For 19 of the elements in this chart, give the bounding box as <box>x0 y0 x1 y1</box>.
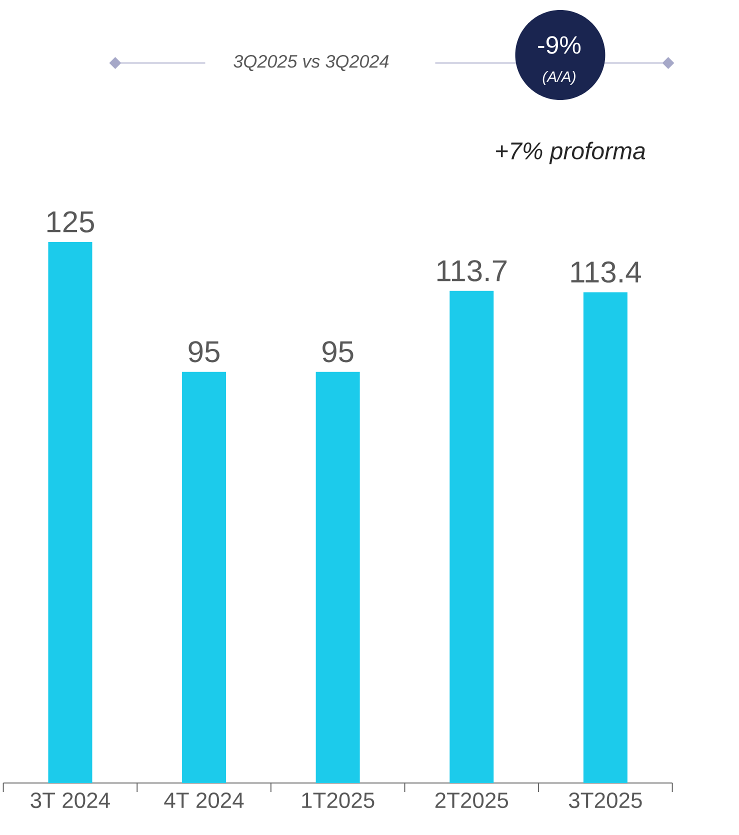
text: (A/A) <box>542 70 576 85</box>
x-tick-label: 2T2025 <box>435 792 508 808</box>
x-tick-label: 1T2025 <box>302 792 374 808</box>
data-label: 95 <box>188 341 220 362</box>
bar <box>316 372 360 783</box>
bar <box>450 290 494 783</box>
x-tick-label: 4T 2024 <box>164 792 244 808</box>
text: -9% <box>538 36 580 54</box>
data-label: 125 <box>47 211 94 232</box>
text: +7% proforma <box>496 142 645 164</box>
data-label: 113.7 <box>437 260 506 282</box>
data-label: 113.4 <box>571 261 641 283</box>
data-label: 95 <box>322 341 354 362</box>
bar <box>48 242 92 783</box>
x-tick-label: 3T 2024 <box>30 792 110 808</box>
bar <box>583 292 628 783</box>
text: 3Q2025 vs 3Q2024 <box>233 55 388 71</box>
bar <box>182 372 226 783</box>
x-tick-label: 3T2025 <box>568 792 642 808</box>
